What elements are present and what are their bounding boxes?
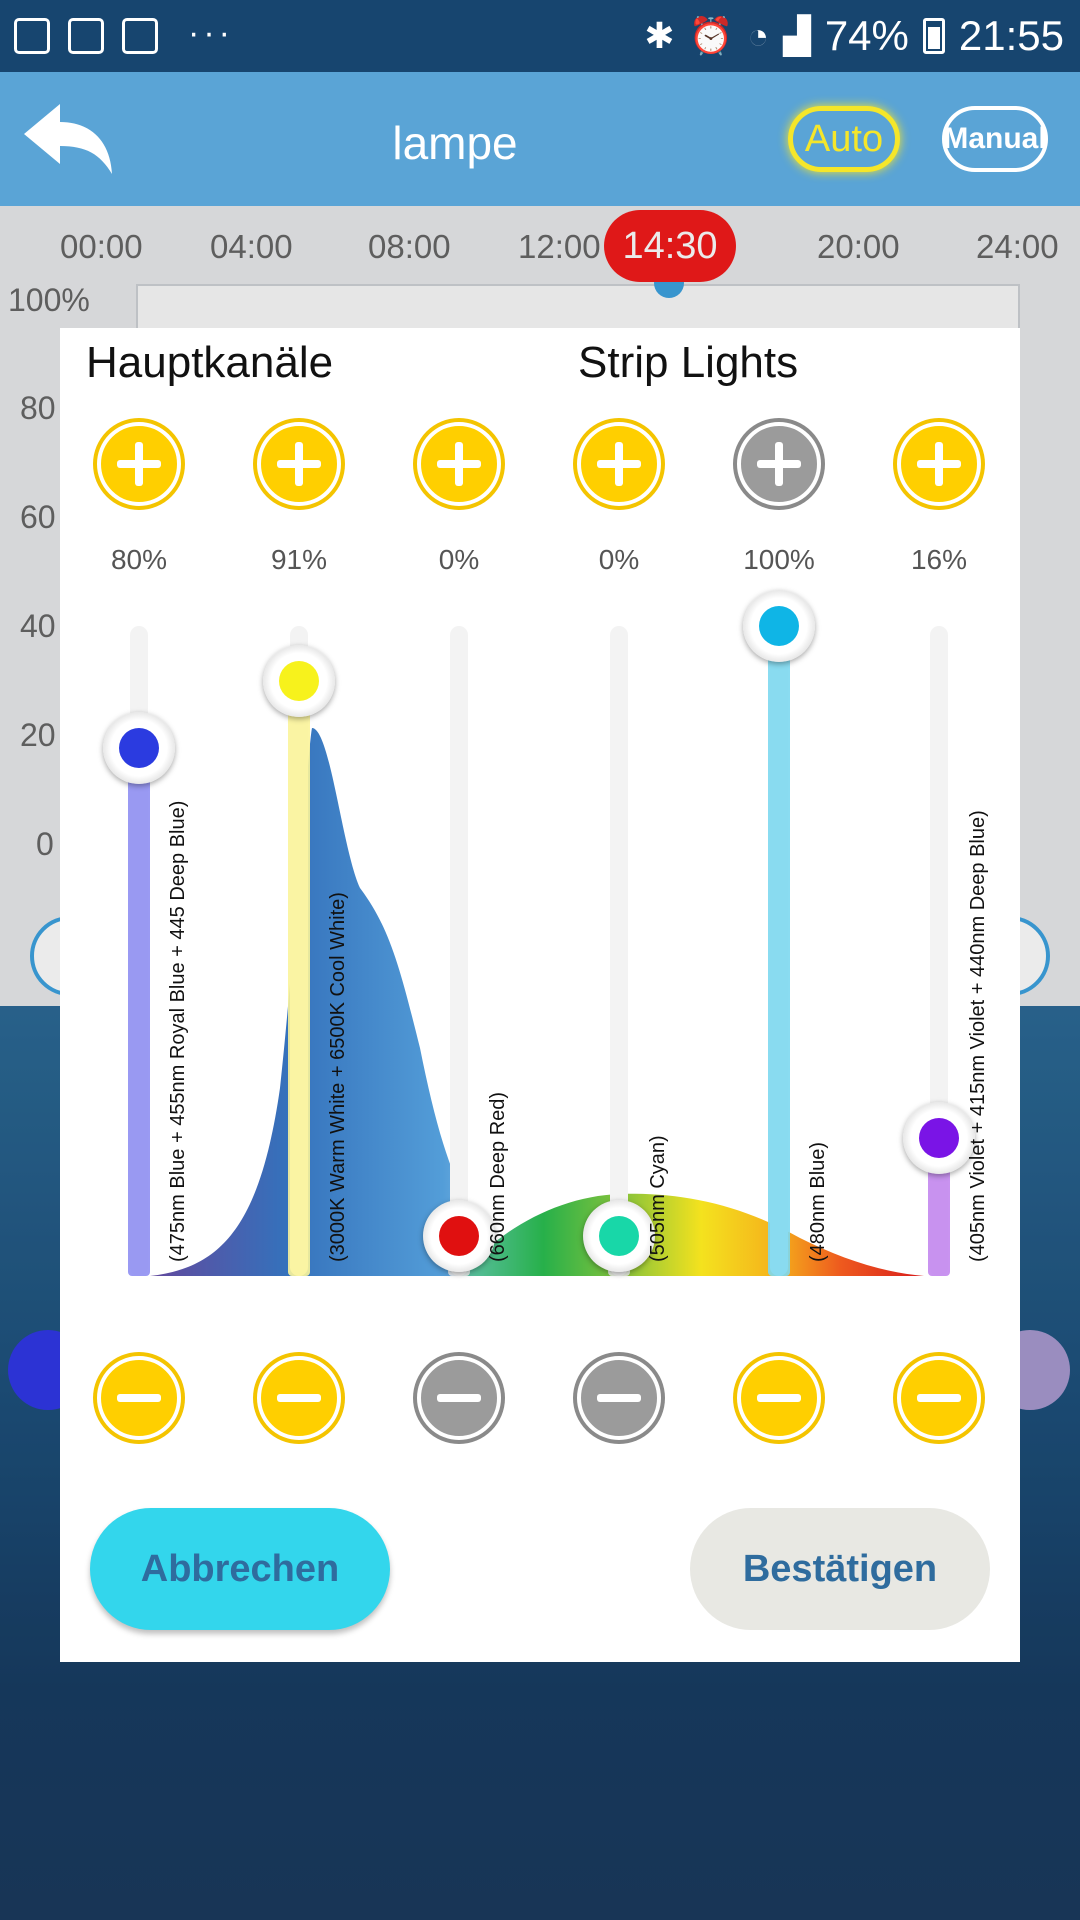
y-tick: 40 bbox=[20, 608, 56, 644]
slider-fill bbox=[128, 748, 150, 1276]
slider-knob[interactable] bbox=[423, 1200, 495, 1272]
manual-control-dialog: Hauptkanäle Strip Lights 80% (475nm Blue … bbox=[60, 328, 1020, 1662]
channel-percent: 80% bbox=[110, 544, 168, 575]
bluetooth-icon: ✱ bbox=[644, 15, 675, 56]
time-tick: 24:00 bbox=[976, 228, 1059, 265]
plus-button[interactable] bbox=[97, 422, 181, 506]
strip-lights-heading: Strip Lights bbox=[578, 338, 799, 387]
time-tick: 20:00 bbox=[817, 228, 900, 265]
time-tick: 08:00 bbox=[368, 228, 451, 265]
time-tick: 00:00 bbox=[60, 228, 143, 265]
overflow-icon: ··· bbox=[188, 14, 234, 52]
back-arrow-icon[interactable] bbox=[20, 100, 116, 180]
page-title: lampe bbox=[392, 117, 518, 169]
channel-label: (660nm Deep Red) bbox=[487, 1091, 509, 1262]
minus-button[interactable] bbox=[897, 1356, 981, 1440]
slider-fill bbox=[288, 680, 310, 1276]
signal-icon: ▟ bbox=[783, 15, 811, 56]
channel-label: (475nm Blue + 455nm Royal Blue + 445 Dee… bbox=[167, 800, 189, 1262]
status-bar: ··· ✱ ⏰ ◔ ▟ 74% 21:55 bbox=[0, 0, 1080, 72]
slider-knob-dot bbox=[119, 728, 159, 768]
clock: 21:55 bbox=[958, 12, 1064, 59]
current-time-badge: 14:30 bbox=[604, 210, 736, 282]
minus-button[interactable] bbox=[577, 1356, 661, 1440]
calendar-icon bbox=[68, 18, 104, 54]
slider-knob-dot bbox=[759, 606, 799, 646]
channel-percent: 16% bbox=[910, 544, 968, 575]
manual-mode-button[interactable]: Manual bbox=[942, 106, 1048, 172]
slider-knob[interactable] bbox=[583, 1200, 655, 1272]
slider-track[interactable] bbox=[610, 626, 628, 1276]
slider-track[interactable] bbox=[450, 626, 468, 1276]
slider-knob[interactable] bbox=[103, 712, 175, 784]
channel-label: (480nm Blue) bbox=[807, 1141, 829, 1262]
plus-button[interactable] bbox=[417, 422, 501, 506]
channel-percent: 0% bbox=[438, 544, 480, 575]
minus-button[interactable] bbox=[417, 1356, 501, 1440]
time-tick: 04:00 bbox=[210, 228, 293, 265]
y-tick: 0 bbox=[36, 826, 54, 862]
slider-knob-dot bbox=[599, 1216, 639, 1256]
y-tick: 100% bbox=[8, 282, 90, 318]
spectrum-chart bbox=[150, 728, 924, 1276]
channel-label: (505nm Cyan) bbox=[647, 1135, 669, 1262]
slider-knob[interactable] bbox=[743, 590, 815, 662]
auto-mode-button[interactable]: Auto bbox=[788, 106, 900, 172]
channel-percent: 91% bbox=[270, 544, 328, 575]
image-icon bbox=[14, 18, 50, 54]
y-tick: 80 bbox=[20, 390, 56, 426]
minus-button[interactable] bbox=[97, 1356, 181, 1440]
slider-knob-dot bbox=[439, 1216, 479, 1256]
minus-button[interactable] bbox=[737, 1356, 821, 1440]
plus-button[interactable] bbox=[737, 422, 821, 506]
cancel-button[interactable]: Abbrechen bbox=[90, 1508, 390, 1630]
folder-icon bbox=[122, 18, 158, 54]
channel-label: (405nm Violet + 415nm Violet + 440nm Dee… bbox=[967, 810, 989, 1262]
app-bar: lampe Auto Manual bbox=[0, 72, 1080, 206]
channel-percent: 100% bbox=[743, 544, 815, 575]
plus-button[interactable] bbox=[577, 422, 661, 506]
slider-knob[interactable] bbox=[263, 644, 335, 717]
confirm-button[interactable]: Bestätigen bbox=[690, 1508, 990, 1630]
wifi-icon: ◔ bbox=[747, 15, 770, 56]
minus-button[interactable] bbox=[257, 1356, 341, 1440]
time-tick: 12:00 bbox=[518, 228, 601, 265]
main-channels-heading: Hauptkanäle bbox=[86, 338, 334, 387]
plus-button[interactable] bbox=[257, 422, 341, 506]
slider-knob-dot bbox=[919, 1118, 959, 1159]
alarm-icon: ⏰ bbox=[688, 15, 734, 56]
slider-knob[interactable] bbox=[903, 1102, 975, 1175]
y-tick: 20 bbox=[20, 717, 56, 753]
y-tick: 60 bbox=[20, 499, 56, 535]
battery-percent: 74% bbox=[824, 12, 909, 59]
slider-fill bbox=[768, 626, 790, 1276]
battery-icon bbox=[922, 18, 945, 54]
channel-percent: 0% bbox=[598, 544, 640, 575]
slider-knob-dot bbox=[279, 660, 319, 701]
plus-button[interactable] bbox=[897, 422, 981, 506]
channel-label: (3000K Warm White + 6500K Cool White) bbox=[327, 892, 349, 1262]
